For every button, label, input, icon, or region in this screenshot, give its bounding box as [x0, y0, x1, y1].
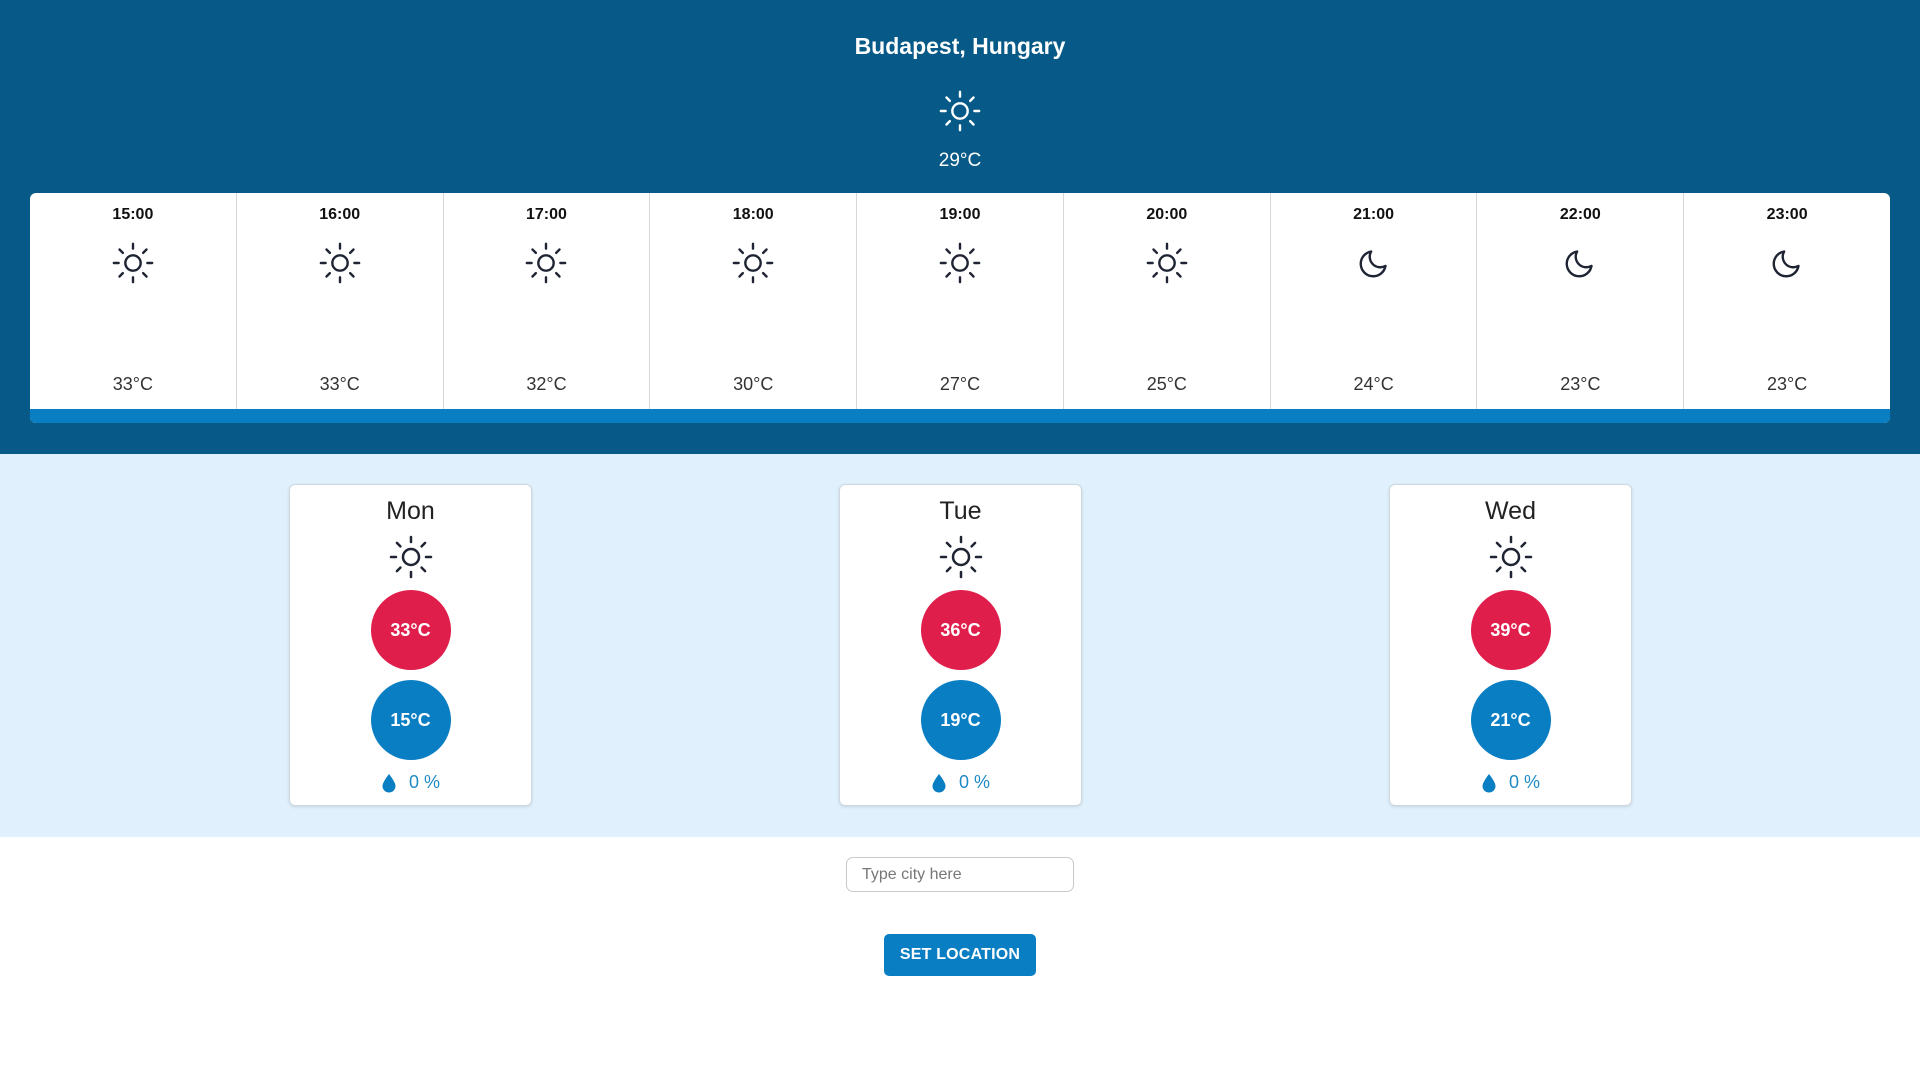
hourly-item: 23:00 23°C — [1684, 193, 1890, 409]
sun-icon — [939, 242, 981, 284]
current-weather-panel: Budapest, Hungary 29°C 15:00 33°C 16:00 … — [0, 0, 1920, 454]
hour-temperature: 24°C — [1353, 374, 1394, 394]
day-name: Tue — [939, 497, 982, 525]
moon-icon — [1772, 250, 1800, 278]
hour-time: 21:00 — [1353, 206, 1395, 223]
sun-icon — [112, 242, 154, 284]
hourly-item: 18:00 30°C — [650, 193, 858, 409]
sun-icon — [1146, 242, 1188, 284]
hourly-forecast: 15:00 33°C 16:00 33°C 17:00 32°C 18:00 3… — [30, 193, 1890, 423]
hourly-item: 21:00 24°C — [1271, 193, 1478, 409]
hour-time: 23:00 — [1766, 206, 1808, 223]
hour-temperature: 27°C — [939, 374, 981, 394]
hour-temperature: 23°C — [1560, 374, 1601, 394]
moon-icon — [1359, 250, 1387, 278]
hourly-item: 20:00 25°C — [1064, 193, 1271, 409]
sun-icon — [389, 535, 432, 579]
day-card-tue: Tue 36°C 19°C 0 % — [839, 484, 1082, 806]
water-drop-icon — [932, 773, 946, 792]
city-search-input[interactable] — [846, 857, 1074, 892]
hour-time: 22:00 — [1559, 206, 1601, 223]
water-drop-icon — [1482, 773, 1496, 792]
hour-time: 15:00 — [112, 206, 154, 223]
low-temperature: 19°C — [920, 680, 1001, 760]
hour-temperature: 23°C — [1767, 374, 1808, 394]
precipitation: 0 % — [1390, 772, 1631, 793]
hourly-item: 19:00 27°C — [857, 193, 1064, 409]
hour-temperature: 33°C — [112, 374, 153, 394]
high-temperature: 39°C — [1470, 590, 1551, 670]
hour-time: 19:00 — [939, 206, 981, 223]
day-card-wed: Wed 39°C 21°C 0 % — [1389, 484, 1632, 806]
hour-temperature: 30°C — [733, 374, 774, 394]
water-drop-icon — [382, 773, 396, 792]
current-temperature: 29°C — [938, 150, 982, 171]
hour-temperature: 33°C — [319, 374, 360, 394]
hourly-item: 15:00 33°C — [30, 193, 237, 409]
sun-icon — [939, 535, 982, 579]
sun-icon — [526, 242, 567, 284]
hour-time: 18:00 — [732, 206, 774, 223]
high-temperature: 33°C — [370, 590, 451, 670]
moon-icon — [1565, 250, 1594, 278]
hour-time: 17:00 — [525, 206, 567, 223]
precipitation: 0 % — [290, 772, 531, 793]
hour-temperature: 32°C — [526, 374, 567, 394]
hourly-item: 16:00 33°C — [237, 193, 444, 409]
precipitation-value: 0 % — [958, 772, 991, 792]
sun-icon — [319, 242, 361, 284]
city-title: Budapest, Hungary — [854, 33, 1066, 59]
hourly-item: 22:00 23°C — [1477, 193, 1685, 409]
hourly-forecast-row: 15:00 33°C 16:00 33°C 17:00 32°C 18:00 3… — [30, 193, 1890, 409]
hourly-scrollbar[interactable] — [30, 409, 1890, 423]
hour-temperature: 25°C — [1146, 374, 1187, 394]
day-card-mon: Mon 33°C 15°C 0 % — [289, 484, 532, 806]
set-location-button[interactable]: SET LOCATION — [884, 934, 1036, 976]
precipitation-value: 0 % — [408, 772, 441, 792]
hourly-item: 17:00 32°C — [444, 193, 651, 409]
sun-icon — [1489, 535, 1532, 579]
day-name: Mon — [386, 497, 435, 525]
day-name: Wed — [1485, 497, 1536, 525]
hour-time: 20:00 — [1146, 206, 1188, 223]
daily-forecast: Mon 33°C 15°C 0 % Tue 36°C 19°C 0 % Wed … — [0, 454, 1920, 837]
low-temperature: 21°C — [1470, 680, 1551, 760]
hour-time: 16:00 — [319, 206, 361, 223]
sun-icon — [939, 90, 981, 132]
sun-icon — [732, 242, 774, 284]
precipitation-value: 0 % — [1508, 772, 1541, 792]
high-temperature: 36°C — [920, 590, 1001, 670]
low-temperature: 15°C — [370, 680, 451, 760]
precipitation: 0 % — [840, 772, 1081, 793]
